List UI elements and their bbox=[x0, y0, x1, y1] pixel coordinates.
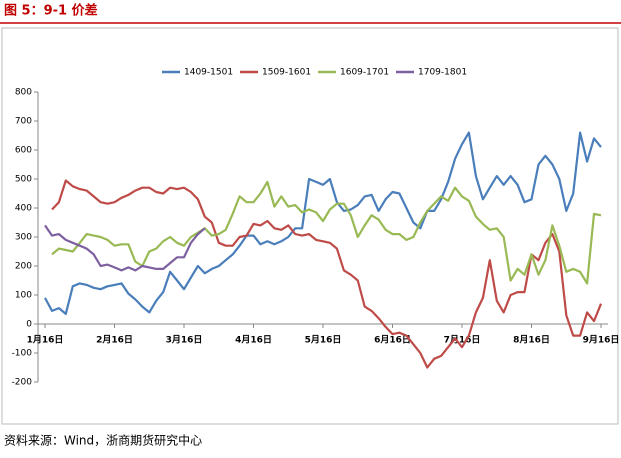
legend-label: 1709-1801 bbox=[418, 68, 467, 78]
y-tick-label: -200 bbox=[12, 378, 33, 388]
x-tick-label: 9月16日 bbox=[583, 335, 620, 346]
x-tick-label: 4月16日 bbox=[235, 335, 272, 346]
y-tick-label: -100 bbox=[12, 349, 33, 359]
series-line bbox=[51, 180, 602, 285]
series-line bbox=[44, 224, 206, 272]
x-tick-label: 2月16日 bbox=[96, 335, 133, 346]
y-tick-label: 400 bbox=[15, 204, 32, 214]
legend-label: 1409-1501 bbox=[184, 68, 233, 78]
y-tick-label: 500 bbox=[15, 175, 32, 185]
y-tick-label: 0 bbox=[26, 320, 32, 330]
series-line bbox=[51, 179, 603, 369]
x-tick-label: 8月16日 bbox=[513, 335, 550, 346]
legend-label: 1609-1701 bbox=[340, 68, 389, 78]
x-tick-label: 7月16日 bbox=[444, 335, 481, 346]
source-note: 资料来源：Wind，浙商期货研究中心 bbox=[4, 433, 202, 448]
x-tick-label: 6月16日 bbox=[374, 335, 411, 346]
legend-label: 1509-1601 bbox=[262, 68, 311, 78]
x-tick-label: 5月16日 bbox=[305, 335, 342, 346]
chart-frame bbox=[1, 27, 619, 425]
y-tick-label: 100 bbox=[15, 291, 32, 301]
y-tick-label: 700 bbox=[15, 117, 32, 127]
y-tick-label: 800 bbox=[15, 88, 32, 98]
x-tick-label: 3月16日 bbox=[166, 335, 203, 346]
y-tick-label: 300 bbox=[15, 233, 32, 243]
series-line bbox=[44, 131, 602, 315]
x-tick-label: 1月16日 bbox=[27, 335, 64, 346]
y-tick-label: 600 bbox=[15, 146, 32, 156]
chart-title: 图 5：9-1 价差 bbox=[4, 3, 98, 19]
y-tick-label: 200 bbox=[15, 262, 32, 272]
